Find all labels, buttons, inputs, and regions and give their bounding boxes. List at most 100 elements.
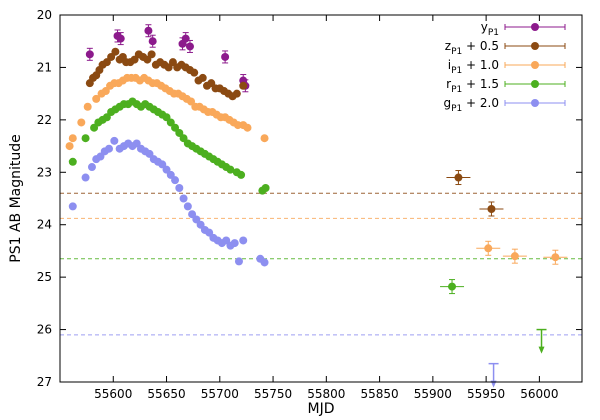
legend-label-suffix: + 1.5 [462, 77, 499, 91]
y-axis-ticks: 20 21 22 23 24 25 26 27 [37, 8, 582, 389]
data-point [179, 194, 188, 203]
legend-entry: gP1 + 2.0 [443, 96, 566, 114]
y-axis-title: PS1 AB Magnitude [8, 134, 24, 263]
data-point [116, 34, 125, 43]
data-point [92, 94, 101, 103]
y-tick-label: 21 [37, 60, 52, 74]
x-tick-label: 55600 [94, 387, 132, 401]
x-tick-label: 55650 [147, 387, 185, 401]
data-point [260, 258, 269, 267]
legend-label-main: y [481, 20, 488, 34]
legend-label-suffix: + 0.5 [462, 39, 499, 53]
legend-label-sub: P1 [451, 47, 462, 57]
legend-label: rP1 + 1.5 [446, 77, 499, 95]
data-point [221, 52, 230, 61]
y-tick-label: 23 [37, 165, 52, 179]
data-point [81, 173, 90, 182]
data-points [65, 24, 568, 388]
data-point [448, 282, 457, 291]
data-point [234, 257, 243, 266]
legend-entry: rP1 + 1.5 [446, 77, 566, 95]
data-point [171, 176, 180, 185]
limit-lines [60, 192, 582, 336]
y-tick-label: 24 [37, 218, 52, 232]
x-tick-label: 55700 [201, 387, 239, 401]
data-point [243, 123, 252, 132]
legend-label-main: z [445, 39, 451, 53]
y-tick-label: 27 [37, 375, 52, 389]
data-point [65, 142, 74, 151]
legend-entry: iP1 + 1.0 [448, 58, 566, 76]
x-tick-label: 55900 [414, 387, 452, 401]
legend-label: iP1 + 1.0 [448, 58, 499, 76]
legend-label: yP1 [481, 20, 499, 38]
data-point [232, 89, 241, 98]
legend-label-sub: P1 [451, 66, 462, 76]
data-point [181, 34, 190, 43]
legend-label-main: g [443, 96, 451, 110]
data-point [68, 202, 77, 211]
legend-marker [531, 80, 539, 88]
legend-entry: zP1 + 0.5 [445, 39, 566, 57]
data-point [261, 184, 270, 193]
series-r [68, 97, 547, 354]
legend-marker [531, 99, 539, 107]
data-point [260, 134, 269, 143]
x-tick-label: 55950 [467, 387, 505, 401]
upper-limit-arrow [538, 346, 545, 354]
data-point [484, 244, 493, 253]
data-point [510, 252, 519, 261]
data-point [105, 144, 114, 153]
legend-label-sub: P1 [451, 85, 462, 95]
data-point [111, 47, 120, 56]
data-point [239, 236, 248, 245]
legend-marker [531, 42, 539, 50]
y-tick-label: 22 [37, 113, 52, 127]
series-i [65, 73, 568, 265]
legend-marker [531, 61, 539, 69]
data-point [226, 165, 235, 174]
data-point [81, 134, 90, 143]
x-tick-label: 55750 [254, 387, 292, 401]
data-point [190, 68, 199, 77]
series-g [68, 136, 499, 388]
x-tick-label: 55800 [307, 387, 345, 401]
data-point [85, 50, 94, 59]
legend-label-sub: P1 [488, 28, 499, 38]
legend-label: gP1 + 2.0 [443, 96, 499, 114]
x-axis-ticks: 55600 55650 55700 55750 55800 55850 55900 55950… [94, 15, 558, 401]
legend-label-main: r [446, 77, 451, 91]
x-tick-label: 55850 [360, 387, 398, 401]
data-point [239, 81, 248, 90]
data-point [83, 102, 92, 111]
series-z [85, 47, 504, 217]
y-tick-label: 20 [37, 8, 52, 22]
data-point [110, 136, 119, 145]
legend-entry: yP1 [481, 20, 566, 38]
data-point [144, 26, 153, 35]
legend-label: zP1 + 0.5 [445, 39, 499, 57]
data-point [183, 202, 192, 211]
data-point [454, 173, 463, 182]
data-point [87, 163, 96, 172]
x-tick-label: 56000 [520, 387, 558, 401]
legend-marker [531, 23, 539, 31]
legend-label-suffix: + 1.0 [462, 58, 499, 72]
x-axis-title: MJD [308, 401, 335, 417]
y-tick-label: 25 [37, 270, 52, 284]
data-point [147, 50, 156, 59]
data-point [198, 73, 207, 82]
y-tick-label: 26 [37, 323, 52, 337]
legend-label-main: i [448, 58, 451, 72]
data-point [68, 157, 77, 166]
plot-frame [59, 14, 583, 383]
data-point [68, 134, 77, 143]
data-point [175, 184, 184, 193]
data-point [487, 204, 496, 213]
data-point [77, 118, 86, 127]
data-point [230, 239, 239, 248]
data-point [148, 37, 157, 46]
